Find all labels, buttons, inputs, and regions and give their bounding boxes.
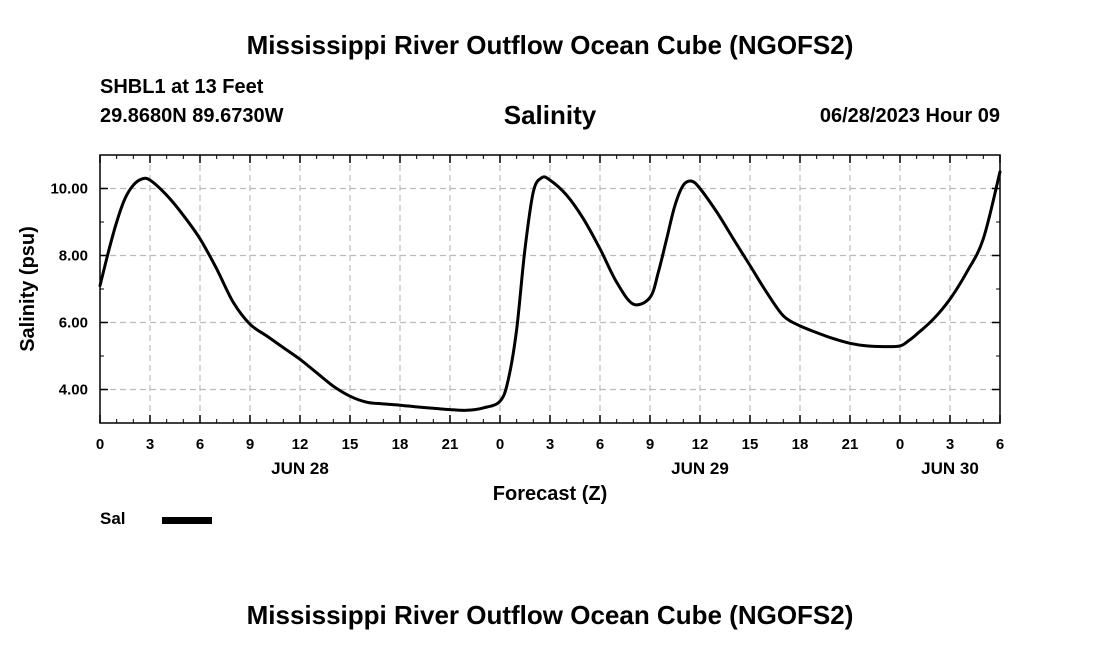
- x-tick-label: 9: [246, 436, 254, 453]
- axis-labels: 0 3 6 9 12 15 18 21 0 3 6 9 12 15 18 21 0 3 6 4.00 6.00 8.00 1…: [50, 181, 1004, 479]
- x-tick-label: 3: [546, 436, 554, 453]
- x-tick-label: 0: [896, 436, 904, 453]
- x-tick-label: 15: [742, 436, 759, 453]
- legend-label-sal: Sal: [100, 509, 126, 528]
- y-tick-label: 6.00: [59, 315, 88, 332]
- x-tick-label: 18: [792, 436, 809, 453]
- x-tick-label: 15: [342, 436, 359, 453]
- x-tick-label: 9: [646, 436, 654, 453]
- station-label: SHBL1 at 13 Feet: [100, 76, 264, 98]
- x-tick-label: 3: [146, 436, 154, 453]
- x-tick-label: 0: [496, 436, 504, 453]
- x-tick-label: 6: [196, 436, 204, 453]
- y-tick-label: 4.00: [59, 382, 88, 399]
- y-axis-label: Salinity (psu): [17, 226, 39, 352]
- forecast-timestamp: 06/28/2023 Hour 09: [819, 105, 1000, 127]
- x-tick-label: 18: [392, 436, 409, 453]
- y-tick-label: 8.00: [59, 248, 88, 265]
- x-tick-label: 6: [596, 436, 604, 453]
- grid-lines: [100, 155, 1000, 423]
- page-title: Mississippi River Outflow Ocean Cube (NG…: [246, 30, 854, 60]
- x-tick-label: 3: [946, 436, 954, 453]
- x-tick-label: 12: [292, 436, 309, 453]
- chart-title: Salinity: [503, 100, 597, 130]
- legend-swatch-sal: [162, 517, 212, 524]
- x-tick-label: 12: [692, 436, 709, 453]
- station-coordinates: 29.8680N 89.6730W: [100, 105, 284, 127]
- series-line-sal: [98, 170, 1002, 412]
- axis-ticks: [99, 154, 1001, 424]
- x-axis-label: Forecast (Z): [493, 483, 607, 505]
- day-label: JUN 29: [671, 459, 729, 478]
- x-tick-label: 21: [842, 436, 859, 453]
- x-tick-label: 0: [96, 436, 104, 453]
- x-tick-label: 21: [442, 436, 459, 453]
- x-tick-label: 6: [996, 436, 1004, 453]
- day-label: JUN 28: [271, 459, 329, 478]
- footer-title: Mississippi River Outflow Ocean Cube (NG…: [246, 600, 854, 630]
- y-tick-label: 10.00: [50, 181, 88, 198]
- day-label: JUN 30: [921, 459, 979, 478]
